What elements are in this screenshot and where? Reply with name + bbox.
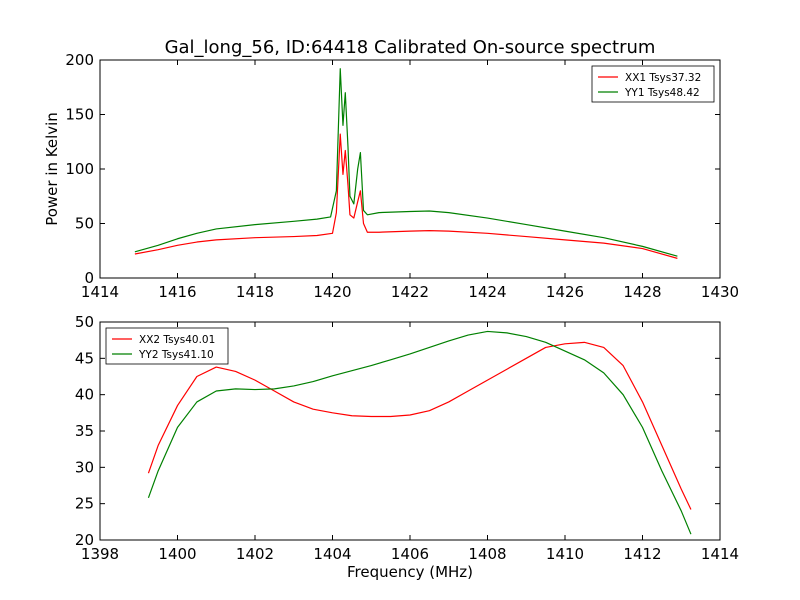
top-xtick-label: 1430 xyxy=(701,283,739,301)
top-legend-box xyxy=(591,65,715,103)
bottom-legend: XX2 Tsys40.01 YY2 Tsys41.10 xyxy=(105,327,229,365)
top-legend-label-1: XX1 Tsys37.32 xyxy=(625,72,701,84)
bottom-ytick-label: 25 xyxy=(75,495,94,513)
bottom-ytick-label: 40 xyxy=(75,386,94,404)
bottom-xtick-label: 1398 xyxy=(81,545,119,563)
bottom-xtick-label: 1400 xyxy=(158,545,196,563)
top-ytick-label: 50 xyxy=(75,215,94,233)
bottom-series-line-1 xyxy=(147,341,692,510)
bottom-spectrum-panel: 1398 1400 1402 1404 1406 1408 1410 1412 1414 20 25… xyxy=(75,313,739,563)
bottom-ytick-label: 35 xyxy=(75,422,94,440)
top-legend-label-2: YY1 Tsys48.42 xyxy=(624,87,700,99)
top-xtick-label: 1426 xyxy=(546,283,584,301)
top-ytick-label: 0 xyxy=(84,269,94,287)
top-xtick-label: 1420 xyxy=(313,283,351,301)
bottom-legend-label-2: YY2 Tsys41.10 xyxy=(138,349,214,361)
bottom-ytick-label: 20 xyxy=(75,531,94,549)
top-axis-ticks: 1414 1416 1418 1420 1422 1424 1426 1428 1430 0 50 1… xyxy=(65,51,739,301)
bottom-xtick-label: 1410 xyxy=(546,545,584,563)
top-spectrum-panel: 1414 1416 1418 1420 1422 1424 1426 1428 1430 0 50 1… xyxy=(43,51,739,301)
top-ytick-label: 200 xyxy=(65,51,94,69)
top-xtick-label: 1414 xyxy=(81,283,119,301)
top-xtick-label: 1422 xyxy=(391,283,429,301)
bottom-legend-box xyxy=(105,327,229,365)
bottom-xtick-label: 1402 xyxy=(236,545,274,563)
top-xtick-label: 1418 xyxy=(236,283,274,301)
top-series-lines xyxy=(134,68,678,259)
bottom-ytick-label: 30 xyxy=(75,458,94,476)
top-series-line-1 xyxy=(134,133,678,259)
top-ylabel: Power in Kelvin xyxy=(43,112,61,226)
top-xtick-label: 1428 xyxy=(623,283,661,301)
top-xtick-label: 1416 xyxy=(158,283,196,301)
bottom-series-line-2 xyxy=(147,330,692,535)
top-ytick-label: 150 xyxy=(65,106,94,124)
bottom-xtick-label: 1412 xyxy=(623,545,661,563)
bottom-xlabel: Frequency (MHz) xyxy=(347,563,473,581)
bottom-xtick-label: 1404 xyxy=(313,545,351,563)
top-xtick-label: 1424 xyxy=(468,283,506,301)
top-legend: XX1 Tsys37.32 YY1 Tsys48.42 xyxy=(591,65,715,103)
bottom-ytick-label: 50 xyxy=(75,313,94,331)
bottom-xtick-label: 1406 xyxy=(391,545,429,563)
bottom-series-lines xyxy=(147,330,692,535)
figure-title: Gal_long_56, ID:64418 Calibrated On-sour… xyxy=(165,37,656,58)
bottom-legend-label-1: XX2 Tsys40.01 xyxy=(139,334,215,346)
bottom-xtick-label: 1414 xyxy=(701,545,739,563)
top-series-line-2 xyxy=(134,68,678,257)
bottom-xtick-label: 1408 xyxy=(468,545,506,563)
bottom-axis-ticks: 1398 1400 1402 1404 1406 1408 1410 1412 1414 20 25… xyxy=(75,313,739,563)
top-ytick-label: 100 xyxy=(65,160,94,178)
bottom-ytick-label: 45 xyxy=(75,349,94,367)
